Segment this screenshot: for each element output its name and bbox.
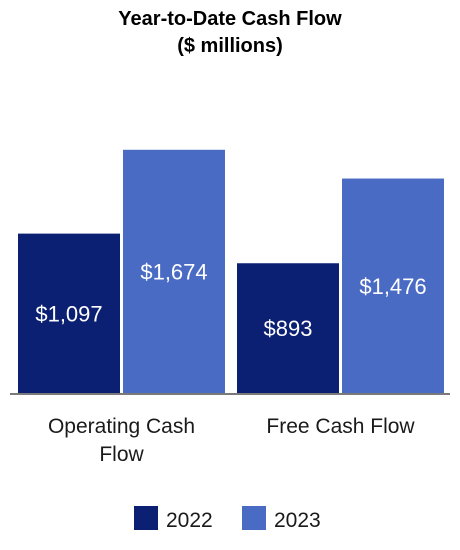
chart-title: Year-to-Date Cash Flow [118,8,342,30]
bar-2022-1 [237,263,339,393]
category-labels: Operating Cash Flow Free Cash Flow [48,415,415,466]
bars-group: $1,097 $1,674 $893 $1,476 [18,149,444,393]
legend-label-2023: 2023 [274,509,321,532]
legend-swatch-2023 [242,506,266,530]
bar-value-label: $1,476 [359,274,426,299]
bar-value-label: $893 [264,316,313,341]
bar-2023-1 [342,178,444,393]
legend: 2022 2023 [134,506,321,532]
bar-2023-0 [123,149,225,393]
chart-subtitle: ($ millions) [177,35,283,57]
bar-2022-0 [18,233,120,393]
category-label: Free Cash Flow [266,415,415,438]
legend-swatch-2022 [134,506,158,530]
bar-value-label: $1,097 [35,301,102,326]
legend-label-2022: 2022 [166,509,213,532]
bar-value-label: $1,674 [140,259,207,284]
category-label: Operating Cash Flow [48,415,195,466]
